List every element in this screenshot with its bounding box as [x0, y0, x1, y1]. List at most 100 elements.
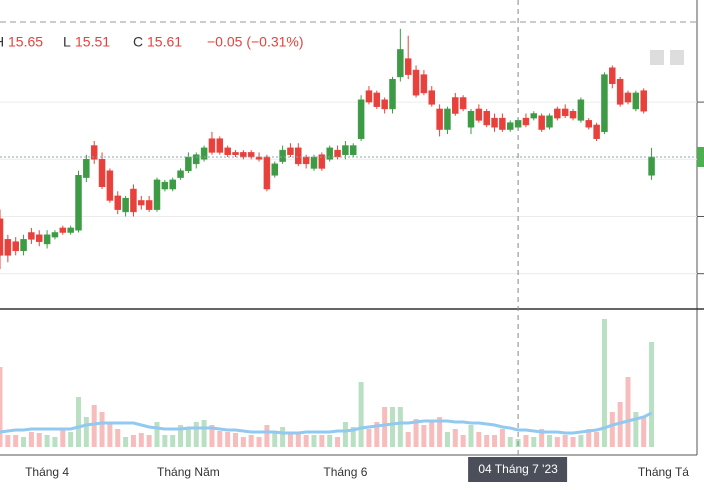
- candle-body: [483, 110, 490, 126]
- volume-bar: [468, 425, 474, 447]
- candle-body: [130, 188, 137, 213]
- candle-body: [193, 154, 200, 165]
- volume-bar: [484, 435, 490, 447]
- volume-bar: [633, 412, 639, 447]
- volume-bar: [52, 437, 58, 447]
- candle-body: [326, 147, 333, 160]
- volume-bar: [499, 429, 505, 447]
- candle-body: [169, 179, 176, 190]
- candle-body: [616, 78, 624, 105]
- candle-body: [373, 92, 381, 107]
- volume-bar: [625, 377, 631, 447]
- crosshair-label-box: [468, 457, 568, 482]
- candle-body: [350, 145, 357, 155]
- volume-bar: [523, 435, 529, 447]
- candle-body: [428, 90, 435, 105]
- candle-body: [334, 149, 341, 158]
- volume-bar: [554, 437, 560, 447]
- x-tick-label: Tháng Tá: [638, 465, 689, 479]
- candle-body: [546, 115, 553, 128]
- volume-bar: [287, 434, 293, 447]
- volume-bar: [21, 437, 27, 447]
- candle-body: [302, 156, 310, 165]
- volume-bar: [130, 435, 136, 447]
- candle-body: [452, 97, 459, 114]
- volume-bar: [413, 419, 419, 447]
- x-tick-label: Tháng Năm: [157, 465, 220, 479]
- x-tick-label: Tháng 6: [323, 465, 367, 479]
- volume-bar: [5, 435, 11, 447]
- scroll-icon[interactable]: [650, 50, 664, 65]
- volume-bar: [99, 412, 105, 447]
- candle-body: [153, 179, 161, 210]
- candle-body: [420, 74, 428, 94]
- volume-bar: [311, 435, 317, 447]
- volume-bar: [295, 432, 301, 447]
- candle-body: [609, 67, 616, 85]
- volume-bar: [68, 432, 74, 447]
- candle-body: [593, 124, 600, 139]
- volume-bar: [272, 433, 278, 447]
- candle-body: [59, 227, 67, 233]
- candle-body: [357, 99, 365, 139]
- volume-bar: [444, 432, 450, 447]
- candle-body: [4, 239, 12, 256]
- candle-body: [51, 232, 59, 238]
- volume-bar: [13, 435, 19, 447]
- candle-body: [224, 147, 231, 155]
- candle-body: [200, 147, 208, 160]
- volume-bar: [492, 435, 498, 447]
- volume-bar: [138, 433, 144, 447]
- settings-icon[interactable]: [670, 50, 684, 65]
- candle-body: [475, 108, 483, 121]
- candle-body: [287, 147, 294, 155]
- volume-bar: [390, 407, 395, 447]
- volume-bar: [146, 435, 152, 447]
- volume-bar: [397, 407, 403, 447]
- volume-bar: [185, 427, 191, 447]
- candle-body: [389, 78, 396, 110]
- x-tick-label: Tháng 4: [25, 465, 69, 479]
- candle-body: [507, 122, 514, 130]
- candle-body: [397, 49, 404, 78]
- candle-body: [648, 156, 655, 176]
- candle-body: [310, 156, 318, 169]
- candle-body: [12, 241, 19, 252]
- volume-bar: [217, 431, 223, 447]
- candle-body: [632, 92, 640, 110]
- volume-bar: [193, 422, 199, 447]
- volume-bar: [452, 429, 458, 447]
- volume-bar: [366, 429, 372, 447]
- candle-body: [569, 110, 577, 119]
- candle-body: [342, 145, 349, 155]
- volume-bar: [562, 435, 568, 447]
- volume-bar: [476, 432, 482, 447]
- volume-bar: [601, 319, 607, 447]
- volume-bar: [350, 427, 356, 447]
- candle-body: [185, 156, 192, 171]
- volume-bar: [609, 412, 615, 447]
- volume-bar: [641, 417, 647, 447]
- volume-bar: [578, 435, 584, 447]
- volume-bar: [507, 437, 513, 447]
- candle-body: [467, 110, 475, 128]
- volume-bar: [264, 425, 270, 447]
- volume-bar: [531, 437, 537, 447]
- volume-bar: [429, 422, 435, 447]
- candle-body: [106, 170, 114, 201]
- close-value: 15.61: [147, 34, 182, 50]
- candle-body: [404, 58, 412, 75]
- last-price-tag: [697, 146, 704, 167]
- candle-body: [114, 195, 121, 210]
- volume-bar: [225, 432, 231, 447]
- volume-bar: [44, 435, 50, 447]
- candle-body: [522, 117, 530, 126]
- candle-body: [28, 232, 35, 240]
- volume-bar: [358, 382, 364, 447]
- candle-body: [412, 69, 420, 96]
- volume-bar: [123, 437, 129, 447]
- change-value: −0.05 (−0.31%): [207, 34, 304, 50]
- volume-bar: [382, 407, 388, 447]
- candle-body: [554, 108, 561, 119]
